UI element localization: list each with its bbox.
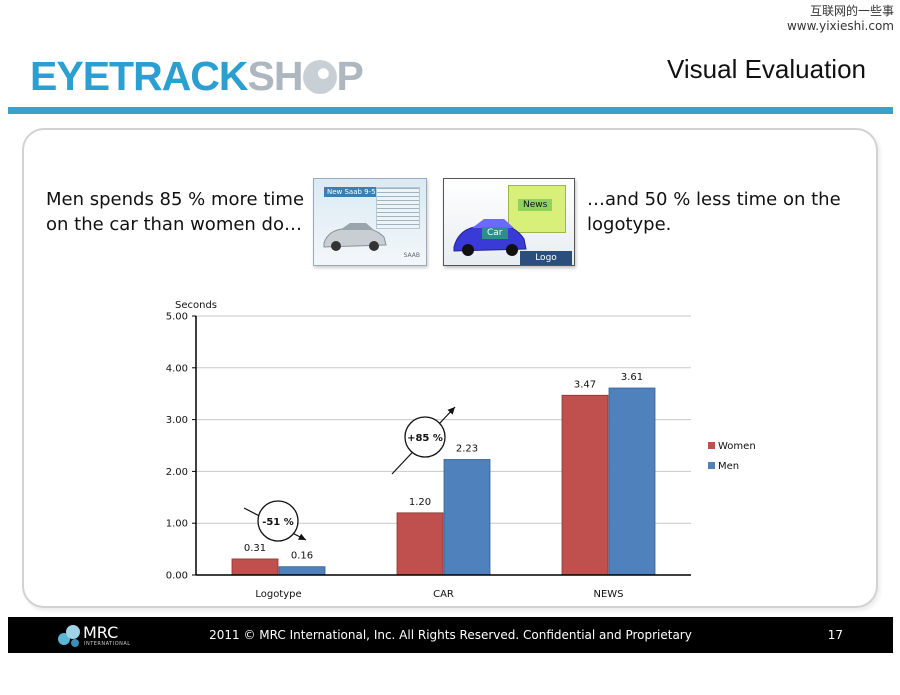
eyetrackshop-logo: EYETRACKSH P [30, 53, 364, 99]
annotation-circle [404, 416, 446, 458]
aoi-car-label: Car [482, 227, 508, 239]
ad-thumbnail: New Saab 9-5 SAAB [313, 178, 427, 266]
bar-women [396, 512, 444, 576]
y-tick-label: 2.00 [166, 467, 188, 478]
annotation-arrowhead [447, 407, 455, 415]
y-tick-label: 1.00 [166, 519, 188, 530]
annotation-circle [257, 500, 299, 542]
footer-copyright: 2011 © MRC International, Inc. All Right… [209, 628, 692, 642]
bar-men [608, 387, 656, 576]
aoi-news-label: News [518, 199, 553, 211]
watermark-line-2: www.yixieshi.com [786, 19, 894, 33]
x-tick-label: NEWS [593, 589, 623, 600]
mrc-bubbles-icon [58, 625, 80, 647]
annotation-arrowhead [298, 533, 306, 540]
y-tick-label: 4.00 [166, 363, 188, 374]
top-accent-bar [8, 107, 893, 114]
bar-women [561, 394, 609, 576]
footer-bar: MRC INTERNATIONAL 2011 © MRC Internation… [8, 617, 893, 653]
data-label: 1.20 [409, 497, 431, 508]
logo-text-shop: SH [247, 53, 304, 99]
y-tick-label: 0.00 [166, 571, 188, 582]
page-number: 17 [827, 628, 843, 642]
logo-eye-icon [302, 60, 337, 94]
bar-men [278, 566, 326, 576]
y-axis-label: Seconds [175, 300, 217, 311]
mrc-logo: MRC INTERNATIONAL [56, 623, 136, 649]
watermark: 互联网的一些事 www.yixieshi.com [787, 4, 894, 34]
mrc-brand-sub: INTERNATIONAL [84, 641, 131, 647]
aoi-logo-label: Logo [520, 251, 572, 265]
ad-text-block [376, 187, 420, 229]
x-tick-label: Logotype [255, 589, 301, 600]
ad-headline: New Saab 9-5 [324, 187, 379, 197]
data-label: 0.31 [244, 543, 266, 554]
data-label: 3.61 [621, 372, 643, 383]
bar-women [231, 558, 279, 576]
annotation-label: +85 % [407, 433, 443, 444]
watermark-line-1: 互联网的一些事 [809, 4, 894, 18]
right-caption: …and 50 % less time on the logotype. [587, 189, 841, 235]
slide-title: Visual Evaluation [667, 54, 866, 84]
data-label: 3.47 [574, 379, 596, 390]
logo-text-eyetrack: EYETRACK [30, 53, 249, 99]
legend-swatch-women [708, 442, 715, 449]
y-tick-label: 5.00 [166, 312, 188, 323]
aoi-news-box [508, 185, 566, 233]
legend-swatch-men [708, 462, 715, 469]
car-image [323, 223, 387, 251]
aoi-thumbnail: News Car Logo [443, 178, 575, 266]
legend-label-women: Women [718, 441, 756, 452]
legend-label-men: Men [718, 461, 739, 472]
bar-men [443, 459, 491, 576]
left-caption: Men spends 85 % more time on the car tha… [46, 189, 305, 235]
y-tick-label: 3.00 [166, 415, 188, 426]
annotation-label: -51 % [262, 517, 294, 528]
x-tick-label: CAR [433, 589, 454, 600]
data-label: 0.16 [291, 551, 313, 562]
ad-brand: SAAB [403, 252, 420, 259]
mrc-brand: MRC [83, 623, 119, 642]
data-label: 2.23 [456, 443, 478, 454]
